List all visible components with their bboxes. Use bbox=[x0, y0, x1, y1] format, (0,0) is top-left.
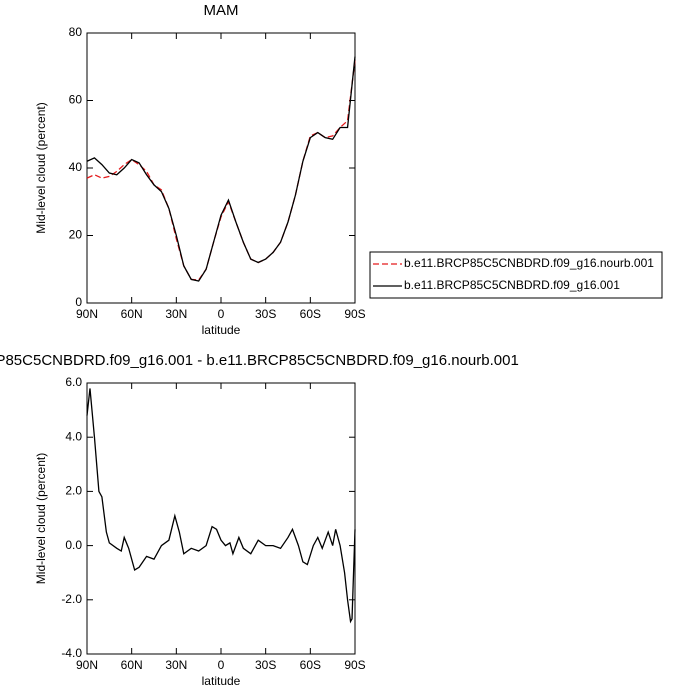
x-tick-label: 30S bbox=[255, 307, 276, 321]
y-tick-label: 20 bbox=[69, 228, 83, 242]
y-axis-label: Mid-level cloud (percent) bbox=[34, 102, 48, 233]
y-tick-label: 60 bbox=[69, 93, 83, 107]
chart-title: MAM bbox=[204, 2, 239, 19]
x-tick-label: 60N bbox=[121, 658, 143, 672]
y-tick-label: 4.0 bbox=[65, 429, 82, 443]
data-line bbox=[86, 59, 356, 281]
y-tick-label: 6.0 bbox=[65, 375, 82, 389]
legend-box bbox=[369, 251, 663, 299]
x-tick-label: 0 bbox=[218, 307, 225, 321]
data-line bbox=[86, 388, 356, 624]
y-tick-label: 0 bbox=[75, 295, 82, 309]
x-tick-label: 90S bbox=[344, 307, 365, 321]
y-tick-label: -4.0 bbox=[61, 646, 82, 660]
plot-frame bbox=[86, 32, 356, 304]
data-line bbox=[86, 56, 356, 282]
y-tick-label: -2.0 bbox=[61, 592, 82, 606]
x-axis-label: latitude bbox=[202, 323, 241, 337]
x-tick-label: 60S bbox=[300, 307, 321, 321]
plot-frame bbox=[86, 382, 356, 655]
x-tick-label: 30N bbox=[165, 307, 187, 321]
x-axis-label: latitude bbox=[202, 674, 241, 688]
x-tick-label: 90N bbox=[76, 658, 98, 672]
x-tick-label: 30N bbox=[165, 658, 187, 672]
chart-title: b.e11.BRCP85C5CNBDRD.f09_g16.001 - b.e11… bbox=[0, 352, 519, 369]
x-tick-label: 90S bbox=[344, 658, 365, 672]
legend-label: b.e11.BRCP85C5CNBDRD.f09_g16.nourb.001 bbox=[404, 256, 654, 270]
y-tick-label: 40 bbox=[69, 160, 83, 174]
y-axis-label: Mid-level cloud (percent) bbox=[34, 453, 48, 584]
x-tick-label: 60S bbox=[300, 658, 321, 672]
x-tick-label: 30S bbox=[255, 658, 276, 672]
y-tick-label: 2.0 bbox=[65, 484, 82, 498]
x-tick-label: 0 bbox=[218, 658, 225, 672]
y-tick-label: 0.0 bbox=[65, 538, 82, 552]
legend-label: b.e11.BRCP85C5CNBDRD.f09_g16.001 bbox=[404, 278, 620, 292]
x-tick-label: 60N bbox=[121, 307, 143, 321]
x-tick-label: 90N bbox=[76, 307, 98, 321]
y-tick-label: 80 bbox=[69, 25, 83, 39]
